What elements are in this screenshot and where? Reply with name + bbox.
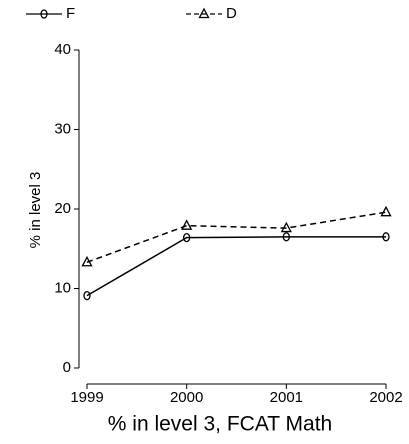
data-point <box>282 232 290 242</box>
data-point <box>280 221 292 233</box>
y-tick-label: 10 <box>54 279 71 296</box>
y-tick-label: 20 <box>54 200 71 217</box>
x-tick-label: 2002 <box>369 389 402 406</box>
data-point <box>81 255 93 267</box>
x-tick-label: 1999 <box>70 389 103 406</box>
y-axis-label: % in level 3 <box>27 172 44 249</box>
data-point <box>380 205 392 217</box>
legend-marker <box>40 9 48 19</box>
y-tick-label: 0 <box>63 359 71 376</box>
x-tick-label: 2000 <box>170 389 203 406</box>
data-point <box>83 291 91 301</box>
data-point <box>183 232 191 243</box>
legend-label: F <box>66 5 75 22</box>
series-line <box>86 236 386 297</box>
x-axis-label: % in level 3, FCAT Math <box>108 413 332 436</box>
data-point <box>181 219 193 230</box>
data-point <box>382 232 390 242</box>
x-tick-label: 2001 <box>270 389 303 406</box>
series-line <box>86 211 387 263</box>
y-tick-label: 30 <box>54 120 71 137</box>
legend-marker <box>198 7 210 19</box>
legend-label: D <box>226 5 237 22</box>
y-tick-label: 40 <box>54 41 71 58</box>
